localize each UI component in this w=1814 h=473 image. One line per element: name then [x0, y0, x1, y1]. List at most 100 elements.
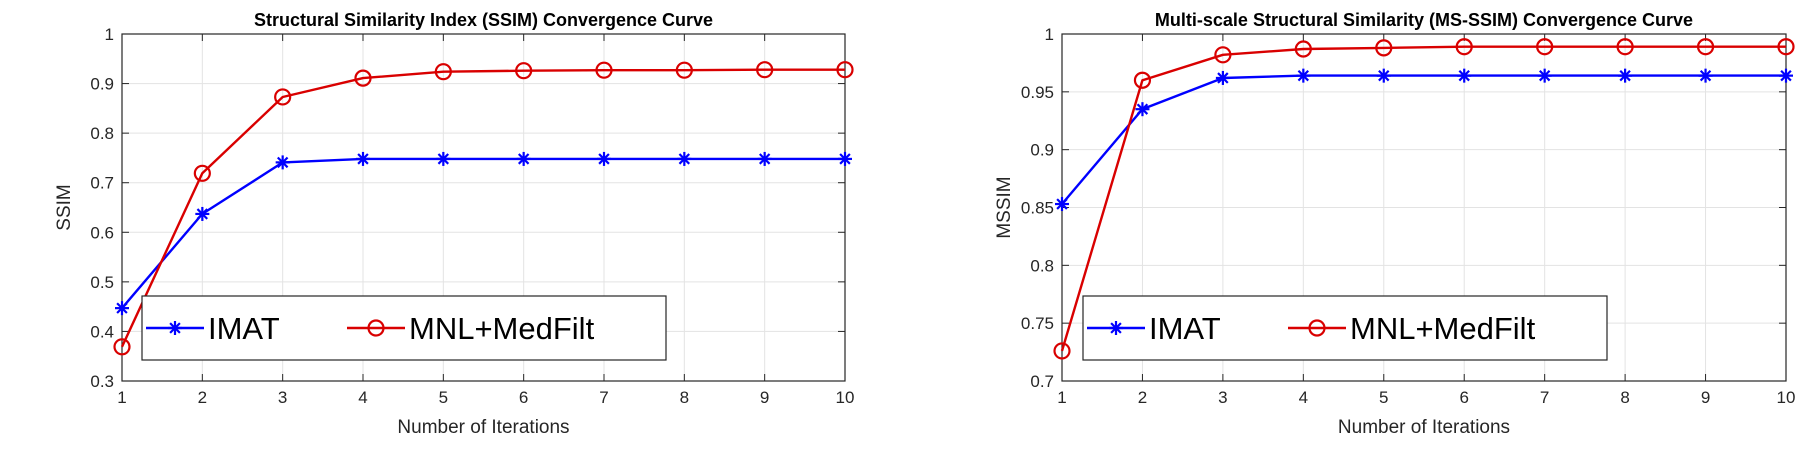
y-tick-label: 0.6 — [90, 223, 114, 242]
y-tick-label: 0.75 — [1021, 314, 1054, 333]
data-point-star — [168, 321, 182, 335]
data-point-circle — [113, 338, 131, 356]
axes-box — [121, 33, 846, 382]
data-point-circle — [1696, 38, 1715, 56]
star-stroke — [1056, 198, 1068, 210]
data-point-circle — [1536, 38, 1554, 56]
chart-title: Multi-scale Structural Similarity (MS-SS… — [1155, 10, 1693, 30]
data-point-circle — [367, 319, 385, 337]
legend-item: MNL+MedFilt — [347, 311, 595, 346]
x-tick-label: 4 — [358, 388, 367, 407]
y-axis-label: SSIM — [54, 184, 75, 230]
data-point-circle — [274, 88, 292, 106]
star-stroke — [517, 153, 530, 165]
data-point-circle — [1308, 319, 1326, 337]
legend: IMAT MNL+MedFilt — [141, 295, 667, 361]
star-stroke — [1699, 69, 1712, 82]
data-point-star — [1537, 68, 1552, 83]
x-tick-label: 2 — [198, 388, 207, 407]
y-tick-label: 0.9 — [1030, 141, 1054, 160]
y-tick-label: 0.85 — [1021, 199, 1054, 218]
star-stroke — [169, 322, 181, 334]
star-stroke — [1619, 69, 1631, 82]
star-stroke — [1297, 69, 1310, 82]
chart-2: 1 2 3 4 5 6 7 8 9 10 0.7 0.75 0.8 0.85 0.9 0.95 1 Multi-s… — [994, 10, 1795, 438]
data-point-star — [1135, 102, 1150, 117]
series-mnl-medfilt — [113, 61, 854, 356]
x-tick-label: 7 — [599, 388, 608, 407]
legend-item: IMAT — [1087, 311, 1221, 346]
chart-1: 1 2 3 4 5 6 7 8 9 10 0.3 0.4 0.5 0.6 0.7 0.8 0.9 1 Structu… — [54, 10, 854, 438]
data-point-star — [516, 151, 531, 166]
x-tick-label: 10 — [836, 388, 855, 407]
x-axis-label: Number of Iterations — [397, 417, 569, 438]
x-tick-label: 2 — [1138, 388, 1147, 407]
y-tick-label: 1 — [1045, 25, 1054, 44]
star-stroke — [758, 153, 771, 165]
series-line — [1061, 74, 1786, 205]
data-point-circle — [1294, 40, 1312, 58]
y-tick-label: 1 — [105, 25, 114, 44]
y-tick-label: 0.9 — [90, 75, 114, 94]
data-point-star — [597, 151, 611, 166]
legend-label: MNL+MedFilt — [409, 311, 595, 346]
star-stroke — [1780, 69, 1792, 82]
y-tick-label: 0.4 — [90, 322, 114, 341]
star-stroke — [357, 153, 369, 165]
star-stroke — [116, 302, 128, 314]
x-tick-label: 6 — [519, 388, 528, 407]
data-point-star — [1779, 68, 1793, 83]
x-tick-label: 1 — [117, 388, 126, 407]
data-point-star — [115, 301, 129, 316]
star-stroke — [598, 153, 610, 165]
data-point-star — [677, 151, 692, 166]
data-point-circle — [1455, 38, 1473, 56]
legend-label: IMAT — [208, 311, 280, 346]
series-mnl-medfilt — [1053, 38, 1795, 360]
y-tick-label: 0.3 — [90, 372, 114, 391]
x-tick-label: 8 — [680, 388, 689, 407]
data-point-star — [1457, 68, 1472, 83]
series-line — [120, 68, 845, 348]
star-stroke — [1136, 103, 1149, 115]
y-axis-label: MSSIM — [994, 176, 1015, 238]
data-point-star — [436, 151, 451, 166]
star-stroke — [1110, 322, 1122, 334]
y-tick-label: 0.7 — [1030, 372, 1054, 391]
data-point-star — [356, 151, 370, 166]
data-point-circle — [675, 61, 693, 79]
x-tick-label: 6 — [1459, 388, 1468, 407]
data-point-circle — [595, 61, 613, 79]
y-tick-label: 0.95 — [1021, 83, 1054, 102]
data-point-star — [1618, 68, 1633, 83]
star-stroke — [1458, 69, 1470, 82]
legend: IMAT MNL+MedFilt — [1082, 295, 1608, 361]
star-stroke — [839, 153, 851, 165]
star-stroke — [1538, 69, 1551, 82]
series-line — [121, 157, 845, 309]
data-point-circle — [1375, 39, 1393, 57]
y-tick-label: 0.7 — [90, 174, 114, 193]
data-point-star — [838, 151, 852, 166]
data-point-circle — [756, 61, 774, 79]
data-point-circle — [1616, 38, 1634, 56]
star-stroke — [1217, 72, 1229, 84]
x-tick-label: 1 — [1057, 388, 1066, 407]
series-imat — [1055, 68, 1793, 212]
data-point-star — [195, 206, 210, 221]
legend-item: IMAT — [146, 311, 280, 346]
data-point-circle — [515, 62, 533, 80]
chart-title: Structural Similarity Index (SSIM) Conve… — [254, 10, 713, 30]
x-tick-label: 5 — [439, 388, 448, 407]
data-point-circle — [1777, 38, 1795, 56]
legend-label: IMAT — [1149, 311, 1221, 346]
x-tick-label: 8 — [1620, 388, 1629, 407]
x-tick-label: 10 — [1777, 388, 1796, 407]
star-stroke — [678, 153, 691, 165]
data-point-circle — [1214, 46, 1232, 64]
y-tick-label: 0.8 — [90, 124, 114, 143]
star-stroke — [1378, 69, 1390, 82]
legend-label: MNL+MedFilt — [1350, 311, 1536, 346]
data-point-circle — [354, 69, 372, 87]
